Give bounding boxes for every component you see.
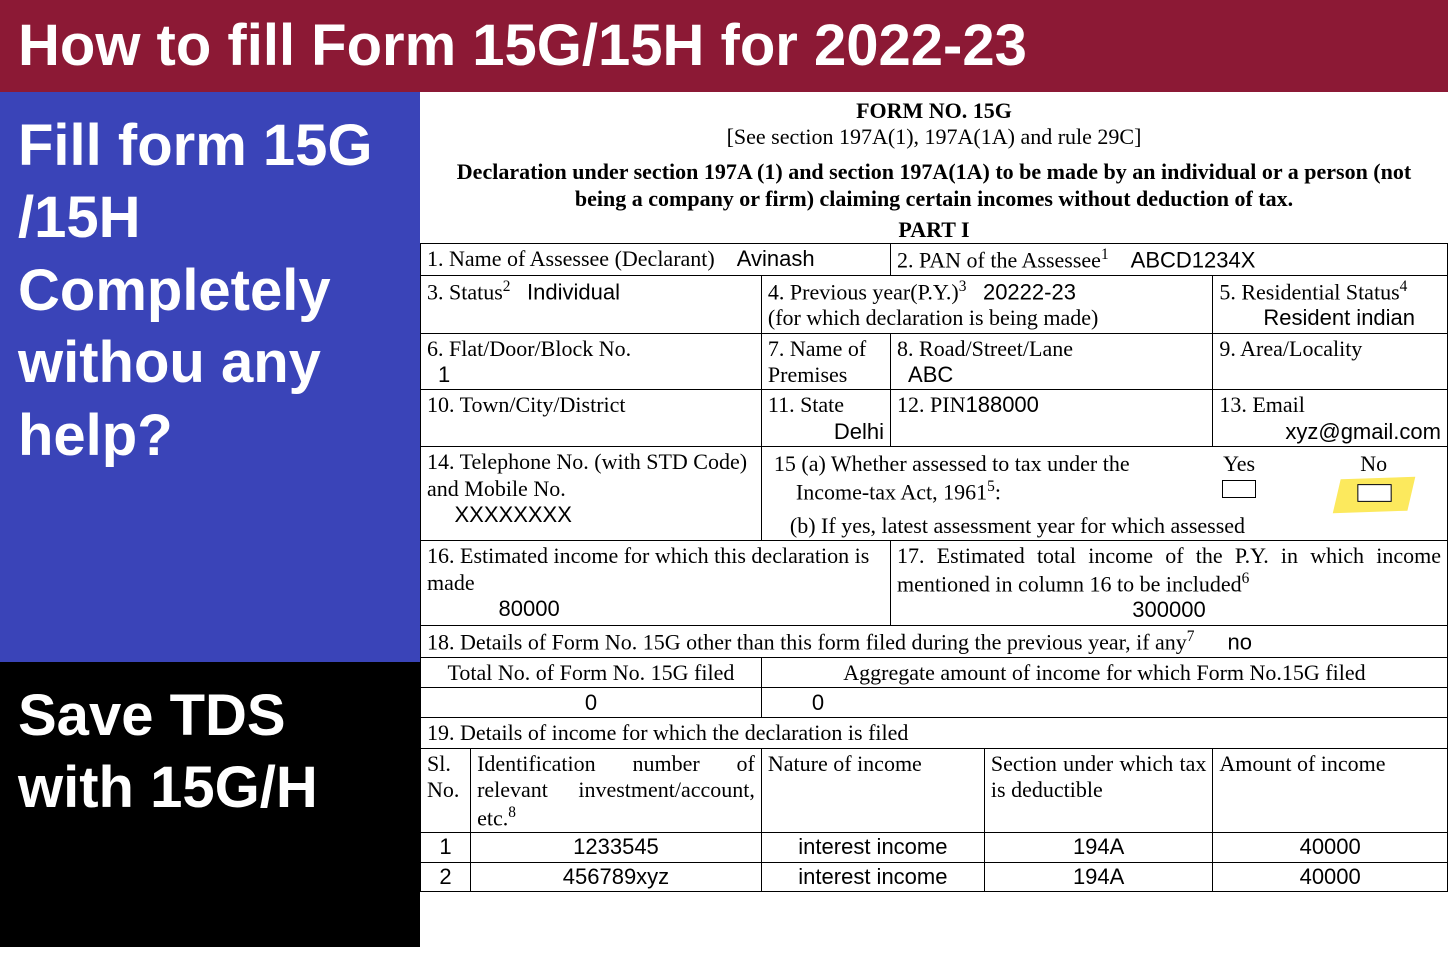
field-9: 9. Area/Locality xyxy=(1213,333,1448,390)
field-16: 16. Estimated income for which this decl… xyxy=(421,541,891,626)
field-5-label: 5. Residential Status xyxy=(1219,279,1399,304)
field-3-label: 3. Status xyxy=(427,279,503,304)
cell-sl: 2 xyxy=(421,862,471,891)
field-14: 14. Telephone No. (with STD Code) and Mo… xyxy=(421,447,762,541)
th-amount: Amount of income xyxy=(1213,748,1448,833)
field-16-label: 16. Estimated income for which this decl… xyxy=(427,543,869,594)
field-1-label: 1. Name of Assessee (Declarant) xyxy=(427,246,715,271)
cell-section: 194A xyxy=(984,833,1212,862)
field-13-label: 13. Email xyxy=(1219,392,1305,417)
main-title: How to fill Form 15G/15H for 2022-23 xyxy=(0,0,1448,92)
field-13: 13. Email xyz@gmail.com xyxy=(1213,390,1448,447)
field-14-label: 14. Telephone No. (with STD Code) and Mo… xyxy=(427,449,747,500)
field-12-value: 188000 xyxy=(965,392,1038,417)
field-4-value: 20222-23 xyxy=(983,279,1076,304)
field-1-value: Avinash xyxy=(737,246,815,271)
cell-sl: 1 xyxy=(421,833,471,862)
field-6-value: 1 xyxy=(438,362,450,387)
no-checkbox[interactable] xyxy=(1357,484,1391,502)
field-8-value: ABC xyxy=(908,362,953,387)
field-6-label: 6. Flat/Door/Block No. xyxy=(427,336,631,361)
field-2: 2. PAN of the Assessee1 ABCD1234X xyxy=(891,243,1448,275)
th-id: Identification number of relevant invest… xyxy=(471,748,762,833)
field-11-value: Delhi xyxy=(834,419,884,444)
field-15: 15 (a) Whether assessed to tax under the… xyxy=(761,447,1447,541)
th-sl: Sl. No. xyxy=(421,748,471,833)
field-11-label: 11. State xyxy=(768,392,844,417)
field-18-col1-value: 0 xyxy=(421,687,762,717)
cell-amount: 40000 xyxy=(1213,862,1448,891)
th-section: Section under which tax is deductible xyxy=(984,748,1212,833)
content-row: Fill form 15G /15H Completely withou any… xyxy=(0,92,1448,947)
income-row: 1 1233545 interest income 194A 40000 xyxy=(421,833,1448,862)
field-2-label: 2. PAN of the Assessee xyxy=(897,247,1101,272)
field-6: 6. Flat/Door/Block No. 1 xyxy=(421,333,762,390)
field-18-col2-label: Aggregate amount of income for which For… xyxy=(761,657,1447,687)
field-16-value: 80000 xyxy=(499,596,560,621)
field-2-value: ABCD1234X xyxy=(1131,247,1256,272)
field-3: 3. Status2 Individual xyxy=(421,275,762,333)
field-8: 8. Road/Street/Lane ABC xyxy=(891,333,1213,390)
no-highlight xyxy=(1332,476,1415,513)
field-18-col1-label: Total No. of Form No. 15G filed xyxy=(421,657,762,687)
income-row: 2 456789xyz interest income 194A 40000 xyxy=(421,862,1448,891)
field-15a-label2: Income-tax Act, 1961 xyxy=(796,479,987,504)
field-3-value: Individual xyxy=(527,279,620,304)
cell-id: 1233545 xyxy=(471,833,762,862)
field-1: 1. Name of Assessee (Declarant) Avinash xyxy=(421,243,891,275)
form-15g: FORM NO. 15G [See section 197A(1), 197A(… xyxy=(420,92,1448,947)
cell-section: 194A xyxy=(984,862,1212,891)
form-subheading: [See section 197A(1), 197A(1A) and rule … xyxy=(420,124,1448,150)
field-7: 7. Name of Premises xyxy=(761,333,890,390)
field-8-label: 8. Road/Street/Lane xyxy=(897,336,1073,361)
blue-callout: Fill form 15G /15H Completely withou any… xyxy=(0,92,420,662)
field-4: 4. Previous year(P.Y.)3 20222-23 (for wh… xyxy=(761,275,1212,333)
field-15a-label: 15 (a) Whether assessed to tax under the xyxy=(774,451,1130,476)
form-part: PART I xyxy=(420,217,1448,243)
field-11: 11. State Delhi xyxy=(761,390,890,447)
no-label: No xyxy=(1360,451,1387,476)
yes-checkbox[interactable] xyxy=(1222,480,1256,498)
field-18: 18. Details of Form No. 15G other than t… xyxy=(421,625,1448,657)
black-callout: Save TDS with 15G/H xyxy=(0,662,420,947)
left-column: Fill form 15G /15H Completely withou any… xyxy=(0,92,420,947)
cell-amount: 40000 xyxy=(1213,833,1448,862)
field-12-label: 12. PIN xyxy=(897,392,965,417)
field-17-value: 300000 xyxy=(897,597,1441,623)
form-heading: FORM NO. 15G xyxy=(420,98,1448,124)
yes-label: Yes xyxy=(1223,451,1255,476)
field-17-label: 17. Estimated total income of the P.Y. i… xyxy=(897,543,1441,596)
field-12: 12. PIN188000 xyxy=(891,390,1213,447)
th-nature: Nature of income xyxy=(761,748,984,833)
field-13-value: xyz@gmail.com xyxy=(1285,419,1441,444)
field-5: 5. Residential Status4 Resident indian xyxy=(1213,275,1448,333)
field-14-value: XXXXXXXX xyxy=(455,502,572,527)
field-4-label-b: (for which declaration is being made) xyxy=(768,305,1098,330)
field-17: 17. Estimated total income of the P.Y. i… xyxy=(891,541,1448,626)
field-15b-label: (b) If yes, latest assessment year for w… xyxy=(790,513,1245,538)
cell-nature: interest income xyxy=(761,833,984,862)
field-4-label-a: 4. Previous year(P.Y.) xyxy=(768,279,959,304)
field-18-value: no xyxy=(1228,629,1252,654)
cell-nature: interest income xyxy=(761,862,984,891)
field-18-label: 18. Details of Form No. 15G other than t… xyxy=(427,629,1187,654)
field-19-label: 19. Details of income for which the decl… xyxy=(421,718,1448,748)
form-declaration: Declaration under section 197A (1) and s… xyxy=(420,150,1448,217)
field-10: 10. Town/City/District xyxy=(421,390,762,447)
field-5-value: Resident indian xyxy=(1263,305,1415,330)
form-table: 1. Name of Assessee (Declarant) Avinash … xyxy=(420,243,1448,892)
field-18-col2-value: 0 xyxy=(761,687,1447,717)
cell-id: 456789xyz xyxy=(471,862,762,891)
